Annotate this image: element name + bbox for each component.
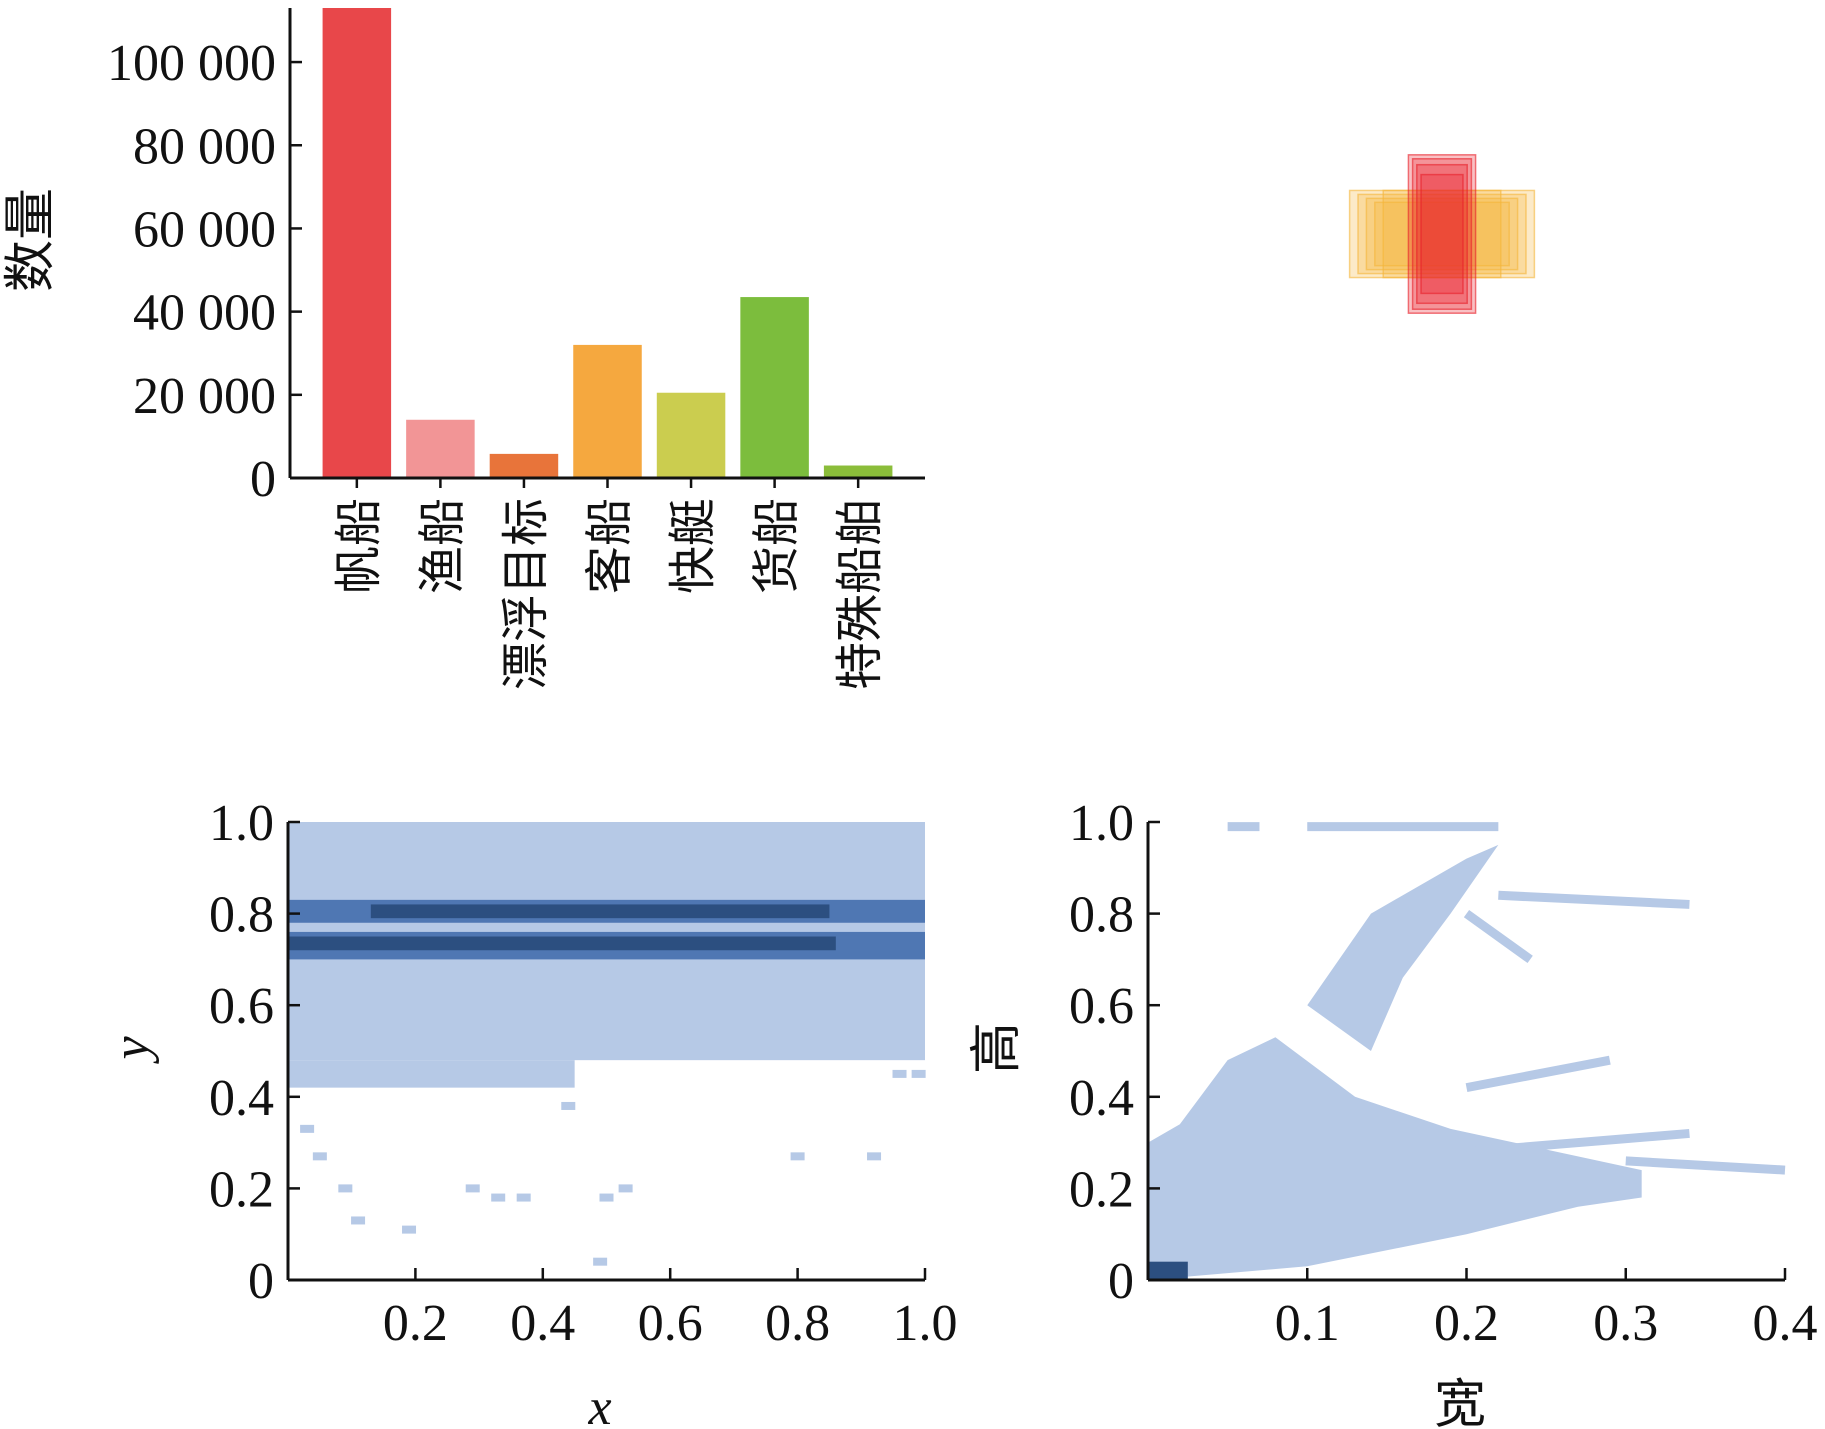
heatmap-cell [911,1069,926,1078]
bounding-box [1420,173,1464,295]
bar-chart-x-ticks: 帆船 渔船 漂浮目标 客船 快艇 货船 特殊船舶 [333,478,887,690]
heatmap-dense-cell [1148,1261,1188,1280]
category-label: 客船 [584,498,637,594]
y-tick-label: 0.8 [1069,887,1134,944]
bar [489,453,559,478]
bounding-box [1411,158,1473,310]
xy-heatmap-y-axis-label: y [103,1036,160,1065]
heatmap-cell [402,1225,417,1234]
bar [656,392,726,478]
x-tick-label: 0.2 [383,1295,448,1352]
bar [823,465,893,478]
y-tick-label: 0 [250,451,276,508]
wh-heatmap-y-axis-label: 高 [969,1022,1026,1074]
bar [406,419,475,478]
category-label: 帆船 [333,498,386,594]
heatmap-cell [338,1184,353,1193]
bar-chart-y-axis-label: 数量 [3,188,60,292]
bar-chart-bars [322,8,893,478]
category-label: 漂浮目标 [500,498,553,690]
heatmap-cell [491,1193,506,1202]
y-tick-label: 0.8 [209,887,274,944]
heatmap-cell [892,1069,907,1078]
y-tick-label: 0.6 [1069,978,1134,1035]
bounding-box [1407,154,1477,314]
xy-heatmap-panel: x y 0 0.2 0.4 0.6 0.8 1.0 0.2 0.4 0.6 0.8 1.0 [103,795,958,1429]
bar [573,344,642,478]
box-overlay-panel [1348,154,1536,314]
heatmap-cell [300,1124,315,1133]
category-label: 渔船 [416,498,469,594]
bounding-box [1348,189,1536,279]
x-tick-label: 0.3 [1593,1295,1658,1352]
density-streak [1463,909,1533,964]
heatmap-cell [288,1060,575,1088]
category-label: 快艇 [667,498,720,594]
xy-heatmap-x-axis-label: x [587,1379,611,1429]
y-tick-label: 0.4 [209,1070,274,1127]
heatmap-cell [351,1216,366,1225]
y-tick-label: 0 [1108,1253,1134,1310]
heatmap-cells [288,822,926,1266]
density-streak [1465,1055,1611,1093]
density-streak [1625,1156,1786,1175]
bounding-box [1365,197,1519,271]
density-streak [1498,890,1690,909]
bounding-box [1382,189,1502,279]
wh-heatmap-x-axis-label: 宽 [1434,1377,1486,1429]
y-tick-label: 0.2 [209,1161,274,1218]
y-tick-label: 0 [248,1253,274,1310]
bar [740,297,809,478]
x-tick-label: 0.4 [510,1295,575,1352]
bounding-box [1357,193,1527,275]
bar-chart-y-ticks: 0 20 000 40 000 60 000 80 000 100 000 [107,35,302,508]
bounding-box [1374,201,1510,267]
x-tick-label: 0.6 [638,1295,703,1352]
x-tick-label: 1.0 [893,1295,958,1352]
category-label: 特殊船舶 [834,498,887,690]
y-tick-label: 1.0 [1069,795,1134,852]
heatmap-cells [1148,822,1786,1280]
heatmap-cell [593,1257,608,1266]
category-label: 货船 [751,498,804,594]
density-region [1148,1037,1642,1280]
y-tick-label: 100 000 [107,35,276,92]
x-tick-label: 0.4 [1753,1295,1818,1352]
y-tick-label: 20 000 [133,368,276,425]
density-region [1307,844,1499,1051]
heatmap-cell [465,1184,480,1193]
heatmap-cell [516,1193,531,1202]
heatmap-cell [312,1152,327,1161]
density-streak [1466,1128,1690,1157]
bar [322,8,392,478]
heatmap-cell [790,1152,805,1161]
y-tick-label: 80 000 [133,118,276,175]
heatmap-cell [288,936,836,951]
y-tick-label: 40 000 [133,285,276,342]
heatmap-cell [599,1193,614,1202]
heatmap-cell [370,904,830,919]
y-tick-label: 0.4 [1069,1070,1134,1127]
bar-chart-panel: 数量 0 20 000 40 000 60 000 80 000 100 000 帆船 渔船… [3,8,925,690]
heatmap-cell [618,1184,633,1193]
y-tick-label: 60 000 [133,201,276,258]
x-tick-label: 0.2 [1434,1295,1499,1352]
heatmap-cell [867,1152,882,1161]
heatmap-cell [561,1101,576,1110]
wh-heatmap-panel: 宽 高 0 0.2 0.4 0.6 0.8 1.0 0.1 0.2 0.3 0.4 [969,795,1818,1429]
bounding-box [1416,163,1468,305]
y-tick-label: 0.6 [209,978,274,1035]
y-tick-label: 1.0 [209,795,274,852]
x-tick-label: 0.1 [1275,1295,1340,1352]
x-tick-label: 0.8 [765,1295,830,1352]
y-tick-label: 0.2 [1069,1161,1134,1218]
